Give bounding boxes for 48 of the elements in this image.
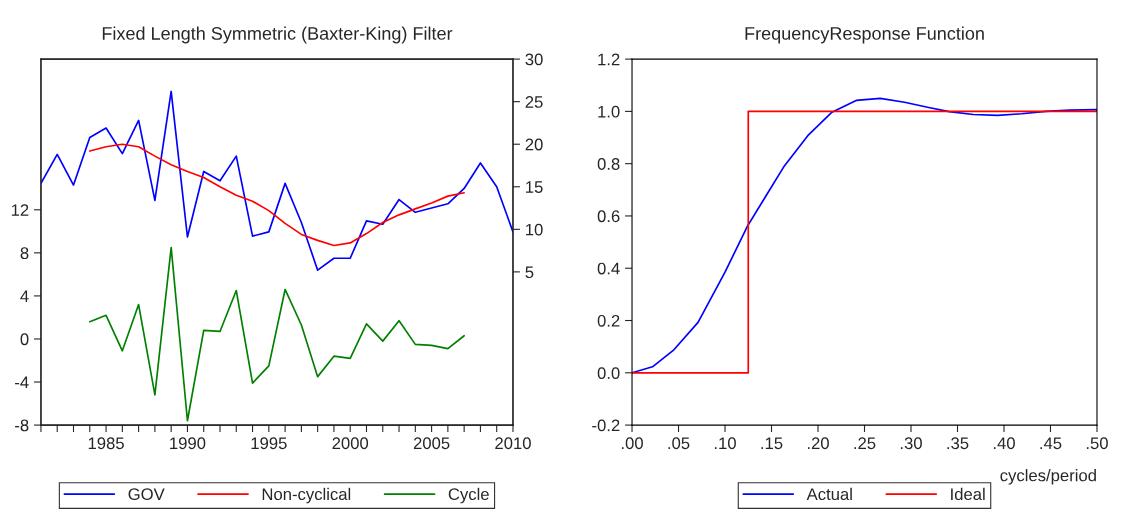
x-tick-label: .25 — [854, 437, 876, 450]
x-tick-label: .00 — [621, 437, 643, 450]
x-axis-title: cycles/period — [1000, 469, 1096, 485]
y-tick-label: -0.2 — [592, 419, 620, 432]
x-tick-label: .15 — [761, 437, 783, 450]
legend-label: Non-cyclical — [262, 487, 351, 504]
x-tick-label: .05 — [668, 437, 690, 450]
y-tick-label: 8 — [20, 247, 29, 260]
y-tick-label: 0.2 — [597, 314, 620, 327]
y-tick-label: 0.4 — [597, 262, 620, 275]
legend-label: Cycle — [448, 487, 489, 504]
x-tick-label: 1990 — [170, 437, 206, 450]
line-series — [88, 246, 465, 422]
y2-tick-label: 10 — [526, 223, 543, 236]
y-tick-label: 4 — [20, 290, 29, 302]
x-tick-label: 2010 — [495, 437, 531, 450]
x-tick-label: .40 — [993, 437, 1015, 450]
y2-tick-label: 15 — [526, 181, 543, 193]
chart-title: Fixed Length Symmetric (Baxter-King) Filter — [102, 26, 453, 44]
y-tick-label: -8 — [15, 419, 29, 432]
x-tick-label: .30 — [900, 437, 922, 450]
x-tick-label: 2005 — [413, 437, 450, 450]
y-tick-label: 0 — [20, 333, 29, 346]
chart-title: FrequencyResponse Function — [745, 26, 984, 44]
legend-label: Ideal — [951, 487, 985, 501]
y-tick-label: 1.2 — [598, 53, 620, 66]
x-tick-label: 2000 — [332, 437, 369, 450]
y-tick-label: 0.8 — [597, 158, 620, 170]
y2-tick-label: 30 — [525, 53, 543, 66]
line-series — [88, 143, 465, 247]
y2-tick-label: 20 — [525, 138, 543, 151]
x-tick-label: .45 — [1040, 437, 1062, 450]
legend-label: GOV — [128, 488, 165, 501]
legend-label: Actual — [806, 487, 852, 501]
x-tick-label: 1985 — [88, 437, 124, 450]
x-tick-label: 1995 — [251, 437, 287, 450]
y2-tick-label: 5 — [525, 266, 534, 279]
x-tick-label: .10 — [714, 437, 736, 450]
y-tick-label: 12 — [11, 204, 29, 216]
y2-tick-label: 25 — [525, 96, 543, 108]
y-tick-label: 0.0 — [597, 367, 620, 379]
y-tick-label: 1.0 — [598, 105, 620, 118]
x-tick-label: .35 — [947, 437, 969, 450]
x-tick-label: .50 — [1086, 437, 1108, 450]
line-series — [40, 90, 513, 272]
y-tick-label: -4 — [15, 376, 29, 389]
y-tick-label: 0.6 — [597, 210, 620, 223]
x-tick-label: .20 — [807, 437, 829, 450]
